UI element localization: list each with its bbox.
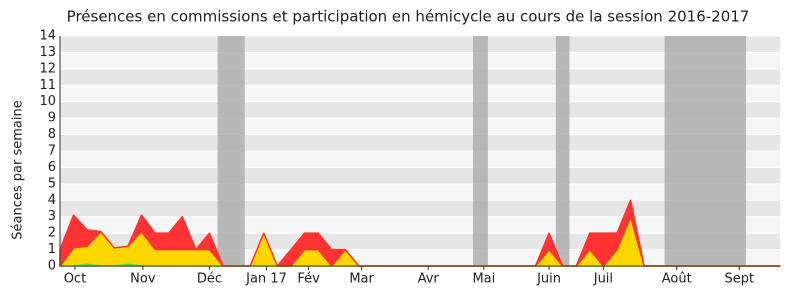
x-tick-label: Mar (349, 272, 374, 287)
y-tick-label: 2 (48, 226, 56, 241)
x-tick-label: Juin (536, 272, 561, 287)
y-tick-label: 13 (39, 45, 56, 60)
x-tick-label: Avr (418, 272, 440, 287)
x-tick-label: Mai (472, 272, 495, 287)
y-tick-label: 4 (48, 193, 56, 208)
x-tick-label: Nov (130, 272, 156, 287)
vacation-band (664, 36, 747, 266)
y-tick-label: 10 (39, 94, 56, 109)
y-tick-label: 5 (48, 176, 56, 191)
chart-title: Présences en commissions et participatio… (67, 8, 750, 26)
x-tick-label: Fév (297, 272, 320, 287)
y-tick-label: 9 (48, 111, 56, 126)
y-tick-label: 6 (48, 160, 56, 175)
x-tick-label: Sept (724, 272, 754, 287)
y-tick-label: 8 (48, 127, 56, 142)
x-tick-label: Jan 17 (245, 272, 287, 287)
x-tick-label: Août (662, 272, 692, 287)
y-tick-label: 7 (48, 144, 56, 159)
y-tick-label: 12 (39, 61, 56, 76)
y-tick-label: 0 (48, 259, 56, 274)
vacation-band (472, 36, 488, 266)
x-tick-label: Juil (593, 272, 613, 287)
x-tick-label: Déc (197, 272, 222, 287)
y-tick-label: 14 (39, 29, 56, 44)
y-tick-label: 11 (39, 78, 56, 93)
x-tick-label: Oct (64, 272, 86, 287)
y-tick-label: 1 (48, 242, 56, 257)
y-tick-label: 3 (48, 209, 56, 224)
y-axis-label: Séances par semaine (11, 100, 26, 239)
vacation-band (555, 36, 570, 266)
vacation-band (217, 36, 245, 266)
